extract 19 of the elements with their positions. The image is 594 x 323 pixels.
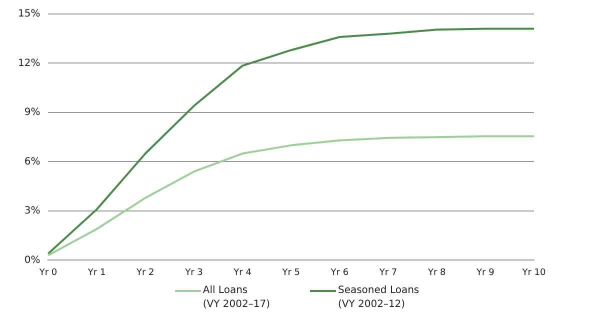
x-tick-label: Yr 1 (86, 268, 106, 278)
y-tick-label: 6% (24, 156, 40, 168)
x-tick-label: Yr 3 (184, 268, 203, 278)
x-tick-label: Yr 4 (232, 268, 252, 278)
y-tick-label: 15% (18, 8, 40, 20)
y-tick-label: 3% (24, 206, 40, 217)
x-tick-label: Yr 8 (426, 268, 446, 278)
x-tick-label: Yr 2 (135, 268, 154, 278)
x-tick-label: Yr 7 (378, 268, 398, 278)
y-tick-label: 9% (24, 107, 40, 118)
x-tick-label: Yr 0 (38, 268, 58, 278)
x-tick-label: Yr 6 (330, 268, 349, 278)
x-tick-label: Yr 9 (476, 268, 495, 278)
y-tick-label: 0% (24, 254, 40, 266)
y-tick-label: 12% (18, 58, 40, 69)
x-tick-label: Yr 5 (281, 268, 300, 278)
legend-label: All Loans (VY 2002–17) (202, 284, 270, 312)
x-tick-label: Yr 10 (521, 268, 546, 278)
legend-label: Seasoned Loans (VY 2002–12) (338, 284, 420, 312)
